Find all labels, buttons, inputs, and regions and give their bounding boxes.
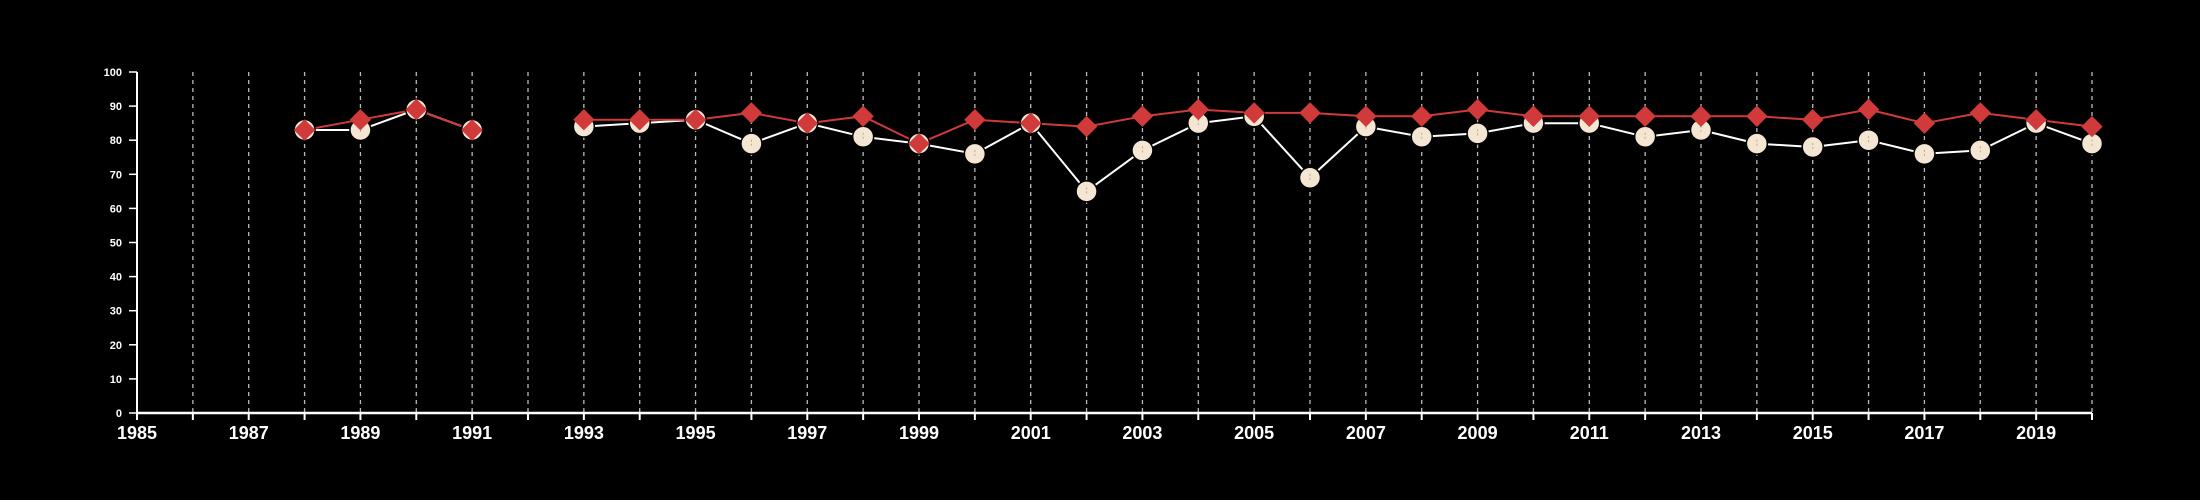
y-tick-label: 70: [110, 169, 122, 181]
series-2-line: [583, 108, 2093, 145]
series-2-point: [964, 108, 986, 131]
series-lines: [304, 108, 2093, 193]
y-tick-label: 60: [110, 203, 122, 215]
series-2-point: [1969, 102, 1992, 124]
x-tick-label: 2019: [2016, 423, 2056, 443]
y-tick-label: 100: [104, 67, 122, 79]
x-tick-label: 2009: [1458, 423, 1498, 443]
series-2-point: [628, 108, 651, 131]
y-tick-label: 80: [110, 135, 122, 147]
y-tick-label: 30: [110, 306, 122, 318]
series-2-point: [684, 108, 707, 131]
x-tick-label: 1991: [452, 423, 492, 443]
series-2-point: [1355, 105, 1377, 128]
series-2-point: [908, 132, 930, 155]
series-2-point: [1913, 112, 1936, 134]
y-tick-label: 90: [110, 101, 122, 113]
series-2-point: [1801, 108, 1824, 131]
x-tick-label: 1997: [787, 423, 827, 443]
x-tick-label: 2015: [1793, 423, 1833, 443]
series-1-line: [583, 115, 2093, 193]
series-2-line: [304, 108, 473, 131]
series-2-point: [2081, 115, 2103, 138]
series-2-point: [1522, 105, 1545, 128]
series-2-point: [2025, 108, 2047, 131]
series-2-point: [405, 98, 428, 121]
series-2-point: [293, 119, 316, 141]
series-markers: [293, 98, 2104, 203]
series-2-point: [852, 105, 874, 128]
series-2-point: [1187, 98, 1210, 121]
x-tick-label: 1995: [676, 423, 716, 443]
x-tick-label: 2013: [1681, 423, 1721, 443]
x-tick-label: 2001: [1011, 423, 1051, 443]
series-2-point: [1075, 115, 1098, 138]
series-2-point: [796, 112, 819, 134]
y-tick-label: 50: [110, 238, 122, 250]
series-2-point: [1857, 98, 1880, 121]
x-tick-label: 1987: [229, 423, 269, 443]
x-tick-label: 1999: [899, 423, 939, 443]
series-2-point: [1299, 102, 1321, 124]
x-tick-label: 2007: [1346, 423, 1386, 443]
series-2-point: [1578, 105, 1601, 128]
x-tick-label: 2017: [1904, 423, 1944, 443]
series-2-point: [1019, 112, 1042, 134]
x-tick-label: 1985: [117, 423, 157, 443]
y-tick-label: 0: [116, 408, 122, 420]
x-tick-label: 2005: [1234, 423, 1274, 443]
series-2-point: [740, 102, 763, 124]
series-2-point: [1466, 98, 1489, 121]
series-2-point: [1131, 105, 1154, 128]
y-tick-label: 40: [110, 272, 122, 284]
series-2-point: [1243, 102, 1265, 124]
y-axis: 0 10 20 30 40 50 60 70 80 90 100: [104, 67, 138, 420]
x-tick-label: 1989: [340, 423, 380, 443]
y-tick-label: 20: [110, 340, 122, 352]
x-tick-label: 2003: [1122, 423, 1162, 443]
series-2-point: [1746, 105, 1768, 128]
series-2-point: [1410, 105, 1433, 128]
series-2-point: [573, 108, 595, 131]
series-2-point: [1690, 105, 1712, 128]
series-2-point: [1634, 105, 1656, 128]
y-tick-label: 10: [110, 374, 122, 386]
x-tick-label: 1993: [564, 423, 604, 443]
x-axis: 1985 1987 1989 1991 1993 1995 1997 1999 2001 2003…: [117, 411, 2093, 443]
series-2-point: [349, 108, 372, 131]
x-tick-label: 2011: [1570, 423, 1609, 443]
series-2-point: [461, 119, 483, 141]
